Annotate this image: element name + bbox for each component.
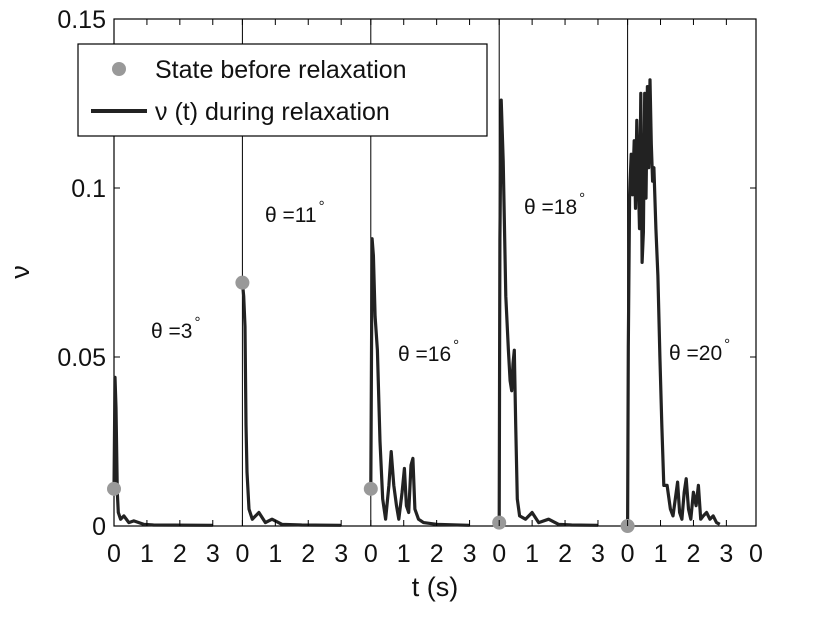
x-tick-label: 0 [107, 540, 121, 568]
angle-label-panel-1: θ =3 [151, 320, 192, 343]
x-axis-label: t (s) [412, 572, 459, 602]
x-tick-label: 3 [591, 540, 605, 568]
degree-symbol: ° [194, 314, 200, 331]
angle-label-panel-3: θ =16 [398, 343, 451, 366]
before-state-marker-panel-1 [107, 481, 121, 496]
degree-symbol: ° [724, 336, 730, 353]
legend-entry-nu-t: ν (t) during relaxation [155, 98, 390, 126]
series-line-panel-4 [497, 98, 599, 527]
y-tick-label: 0.1 [71, 175, 106, 203]
legend-entry-before-state: State before relaxation [155, 56, 407, 84]
series-line-panel-2 [240, 282, 342, 527]
x-tick-label: 1 [525, 540, 539, 568]
legend: State before relaxation ν (t) during rel… [77, 43, 488, 137]
y-tick-label: 0.05 [57, 344, 106, 372]
y-tick-label: 0 [92, 513, 106, 541]
x-tick-label: 3 [206, 540, 220, 568]
x-tick-label: 3 [334, 540, 348, 568]
degree-symbol: ° [319, 198, 325, 215]
x-tick-label-final: 0 [749, 540, 763, 568]
x-tick-label: 1 [268, 540, 282, 568]
series-line-panel-5 [625, 78, 721, 527]
legend-box [77, 43, 488, 137]
x-tick-label: 1 [397, 540, 411, 568]
x-tick-label: 2 [686, 540, 700, 568]
before-state-marker-panel-3 [363, 481, 378, 496]
y-tick-label: 0.15 [57, 6, 106, 34]
y-axis-label: ν [5, 265, 35, 279]
series-line-panel-3 [369, 237, 470, 527]
degree-symbol: ° [579, 190, 585, 207]
x-tick-label: 1 [140, 540, 154, 568]
x-tick-label: 1 [654, 540, 668, 568]
x-tick-label: 0 [621, 540, 635, 568]
angle-label-panel-2: θ =11 [265, 204, 317, 227]
degree-symbol: ° [453, 337, 459, 354]
x-tick-label: 0 [235, 540, 249, 568]
legend-marker-icon [112, 62, 126, 76]
series-line-panel-1 [112, 375, 213, 527]
angle-label-panel-5: θ =20 [669, 342, 722, 365]
angle-label-panel-4: θ =18 [524, 196, 577, 219]
before-state-marker-panel-2 [235, 275, 250, 290]
x-tick-label: 3 [463, 540, 477, 568]
x-tick-label: 2 [301, 540, 315, 568]
plot-area-frame [113, 18, 757, 527]
x-tick-label: 3 [719, 540, 733, 568]
x-tick-label: 0 [492, 540, 506, 568]
x-tick-label: 2 [173, 540, 187, 568]
x-tick-label: 2 [430, 540, 444, 568]
x-tick-label: 2 [558, 540, 572, 568]
x-tick-label: 0 [364, 540, 378, 568]
